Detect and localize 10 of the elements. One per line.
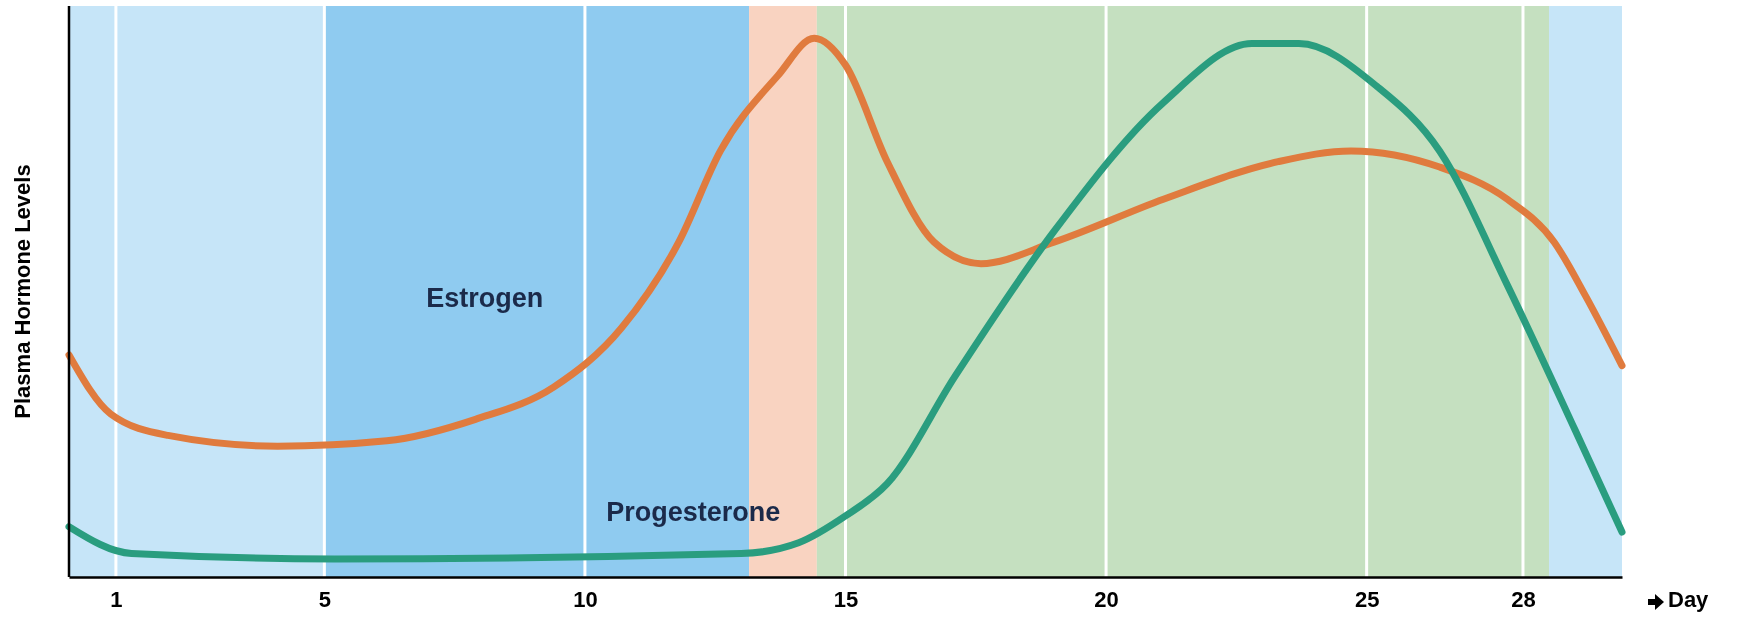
text: Estrogen [426,282,544,313]
x-tick-label: 20 [1094,586,1119,612]
y-axis-title: Plasma Hormone Levels [10,164,35,419]
x-tick-label: 25 [1354,586,1380,612]
x-tick-label: 15 [833,586,859,612]
x-tick-label: 1 [110,586,123,612]
x-tick-label: 5 [318,586,331,612]
x-axis-title: Day [1668,587,1710,612]
x-tick-label: 28 [1511,586,1536,612]
x-tick-label: 10 [573,586,598,612]
